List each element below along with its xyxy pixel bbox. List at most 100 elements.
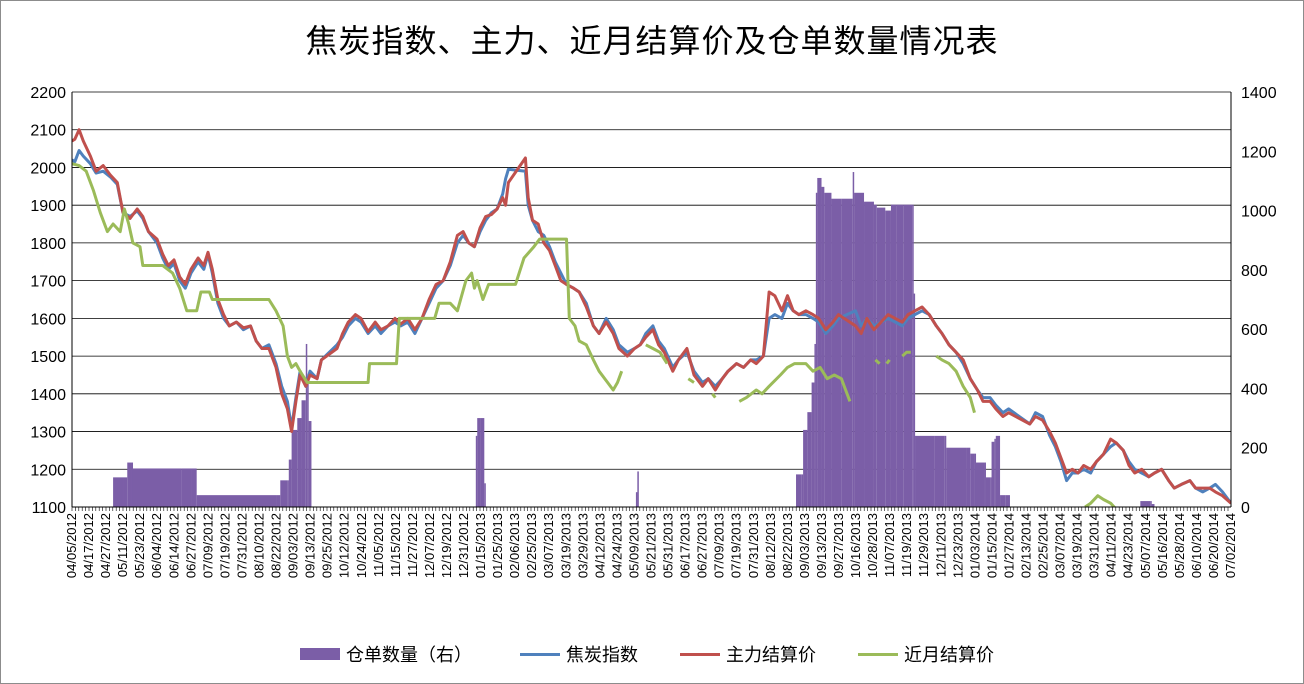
x-tick-label: 09/25/2012 (320, 513, 335, 578)
series-line-9BBB59 (711, 392, 717, 399)
y-left-tick-label: 1900 (30, 198, 66, 215)
warehouse-receipt-bar (637, 471, 639, 507)
y-right-tick-label: 0 (1241, 500, 1250, 517)
x-tick-label: 09/03/2013 (797, 513, 812, 578)
x-tick-label: 03/19/2014 (1070, 513, 1085, 578)
x-tick-label: 09/03/2012 (286, 513, 301, 578)
x-tick-label: 11/15/2012 (388, 513, 403, 577)
legend-swatch (858, 652, 898, 656)
warehouse-receipt-bar (796, 474, 802, 507)
legend-item-coke-index: 焦炭指数 (520, 640, 638, 668)
warehouse-receipt-bar (475, 435, 478, 507)
x-tick-label: 04/17/2012 (81, 513, 96, 578)
chart-title: 焦炭指数、主力、近月结算价及仓单数量情况表 (305, 22, 999, 60)
x-tick-label: 07/02/2014 (1223, 513, 1238, 578)
x-tick-label: 12/23/2013 (950, 513, 965, 578)
y-right-tick-label: 400 (1241, 381, 1268, 398)
warehouse-receipt-bar (1151, 504, 1155, 507)
warehouse-receipt-bar (821, 186, 825, 507)
x-tick-label: 04/12/2013 (592, 513, 607, 578)
warehouse-receipt-bar (913, 293, 916, 507)
warehouse-receipt-bar (1000, 495, 1006, 507)
x-tick-label: 11/29/2013 (916, 513, 931, 577)
warehouse-receipt-bar (807, 412, 812, 507)
bar-layer (113, 172, 1155, 507)
x-tick-label: 03/31/2014 (1087, 513, 1102, 578)
series-line-9BBB59 (72, 162, 624, 392)
x-tick-label: 06/20/2014 (1206, 513, 1221, 578)
x-tick-label: 12/11/2013 (933, 513, 948, 577)
line-layer (72, 128, 1231, 507)
series-line-9BBB59 (1084, 494, 1117, 507)
y-left-tick-label: 1300 (30, 425, 66, 442)
warehouse-receipt-bar (994, 438, 996, 507)
warehouse-receipt-bar (1140, 501, 1151, 507)
x-tick-label: 06/14/2012 (166, 513, 181, 578)
series-line-9BBB59 (901, 350, 911, 358)
y-right-tick-label: 1000 (1241, 204, 1277, 221)
x-tick-label: 09/13/2012 (303, 513, 318, 578)
warehouse-receipt-bar (915, 435, 935, 507)
warehouse-receipt-bar (131, 462, 134, 507)
series-line-9BBB59 (645, 343, 669, 365)
legend-label: 主力结算价 (726, 645, 816, 666)
warehouse-receipt-bar (814, 343, 816, 507)
x-tick-label: 05/07/2014 (1138, 513, 1153, 578)
warehouse-receipt-bar (307, 382, 309, 507)
x-tick-label: 04/24/2013 (609, 513, 624, 578)
y-right-tick-label: 800 (1241, 263, 1268, 280)
x-tick-label: 02/25/2014 (1036, 513, 1051, 578)
grid-layer (72, 91, 1231, 508)
legend-label: 焦炭指数 (566, 645, 638, 666)
warehouse-receipt-bar (944, 435, 947, 507)
warehouse-receipt-bar (196, 495, 277, 507)
warehouse-receipt-bar (966, 447, 971, 507)
warehouse-receipt-bar (308, 421, 312, 507)
y-left-tick-label: 1400 (30, 387, 66, 404)
warehouse-receipt-bar (903, 204, 913, 507)
x-tick-label: 11/19/2013 (899, 513, 914, 577)
x-tick-label: 12/19/2012 (439, 513, 454, 578)
warehouse-receipt-bar (876, 207, 886, 507)
warehouse-receipt-bar (890, 204, 897, 507)
warehouse-receipt-bar (113, 477, 124, 507)
warehouse-receipt-bar (974, 453, 977, 507)
x-tick-label: 07/19/2012 (217, 513, 232, 578)
warehouse-receipt-bar (841, 198, 853, 507)
x-tick-label: 09/27/2013 (831, 513, 846, 578)
warehouse-receipt-bar (995, 435, 1001, 507)
series-line-9BBB59 (687, 377, 695, 384)
x-tick-label: 04/11/2014 (1104, 513, 1119, 577)
warehouse-receipt-bar (975, 462, 985, 507)
warehouse-receipt-bar (132, 468, 182, 507)
x-tick-label: 07/19/2013 (729, 513, 744, 578)
legend-item-near-month-settlement: 近月结算价 (858, 640, 994, 668)
warehouse-receipt-bar (990, 477, 992, 507)
warehouse-receipt-bar (817, 177, 822, 507)
series-line-9BBB59 (738, 362, 852, 403)
x-tick-label: 01/03/2014 (967, 513, 982, 578)
warehouse-receipt-bar (480, 418, 485, 507)
x-tick-label: 01/25/2013 (490, 513, 505, 578)
legend-item-warehouse-receipts: 仓单数量（右） (300, 640, 472, 668)
x-tick-label: 07/09/2013 (712, 513, 727, 578)
y-left-tick-label: 2000 (30, 160, 66, 177)
x-tick-label: 06/04/2012 (149, 513, 164, 578)
x-tick-label: 02/13/2014 (1019, 513, 1034, 578)
y-left-tick-label: 2200 (30, 85, 66, 102)
x-tick-label: 05/28/2014 (1172, 513, 1187, 578)
y-left-tick-label: 2100 (30, 123, 66, 140)
warehouse-receipt-bar (991, 441, 995, 507)
x-tick-label: 03/29/2013 (575, 513, 590, 578)
x-tick-label: 05/09/2013 (627, 513, 642, 578)
warehouse-receipt-bar (1150, 501, 1152, 507)
warehouse-receipt-bar (934, 435, 945, 507)
series-line-9BBB59 (935, 354, 976, 414)
x-tick-label: 01/27/2014 (1001, 513, 1016, 578)
warehouse-receipt-bar (985, 477, 991, 507)
legend: 仓单数量（右） 焦炭指数 主力结算价 近月结算价 (0, 640, 1304, 668)
y-left-tick-label: 1700 (30, 274, 66, 291)
x-tick-label: 08/12/2013 (763, 513, 778, 578)
warehouse-receipt-bar (477, 418, 481, 507)
x-tick-label: 07/09/2012 (200, 513, 215, 578)
